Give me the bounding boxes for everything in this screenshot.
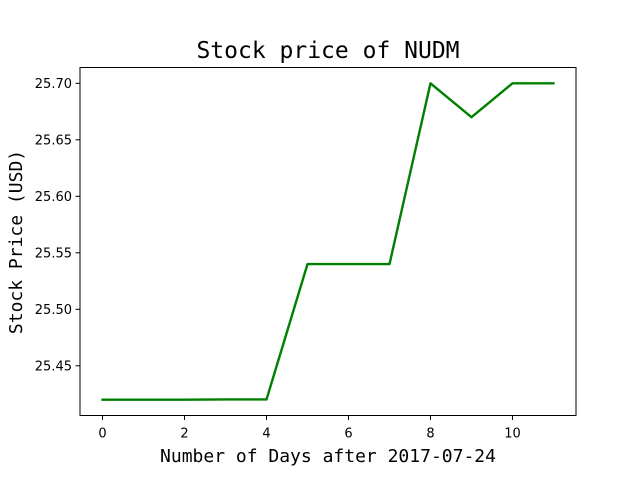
x-axis-label: Number of Days after 2017-07-24 xyxy=(160,446,496,467)
y-tick-label: 25.65 xyxy=(35,133,72,148)
y-tick-label: 25.45 xyxy=(35,359,72,374)
x-tick-label: 8 xyxy=(426,427,434,442)
y-axis: 25.45 25.50 25.55 25.60 25.65 25.70 xyxy=(35,77,80,374)
plot-frame xyxy=(79,67,577,416)
x-tick-label: 0 xyxy=(98,427,106,442)
y-tick-label: 25.60 xyxy=(35,190,72,205)
plot-area: 0 2 4 6 8 10 25.45 25.50 25.55 25.60 25.65 25.70 xyxy=(35,67,577,442)
x-tick-label: 4 xyxy=(262,427,270,442)
y-tick-label: 25.50 xyxy=(35,303,72,318)
chart-title: Stock price of NUDM xyxy=(196,38,459,64)
x-tick-label: 2 xyxy=(180,427,188,442)
y-tick-label: 25.70 xyxy=(35,77,72,92)
y-tick-label: 25.55 xyxy=(35,246,72,261)
series-layer xyxy=(101,82,555,401)
x-axis: 0 2 4 6 8 10 xyxy=(98,415,521,442)
x-tick-label: 10 xyxy=(504,427,521,442)
x-tick-label: 6 xyxy=(344,427,352,442)
y-axis-label: Stock Price (USD) xyxy=(6,150,27,334)
series-line xyxy=(101,82,555,401)
